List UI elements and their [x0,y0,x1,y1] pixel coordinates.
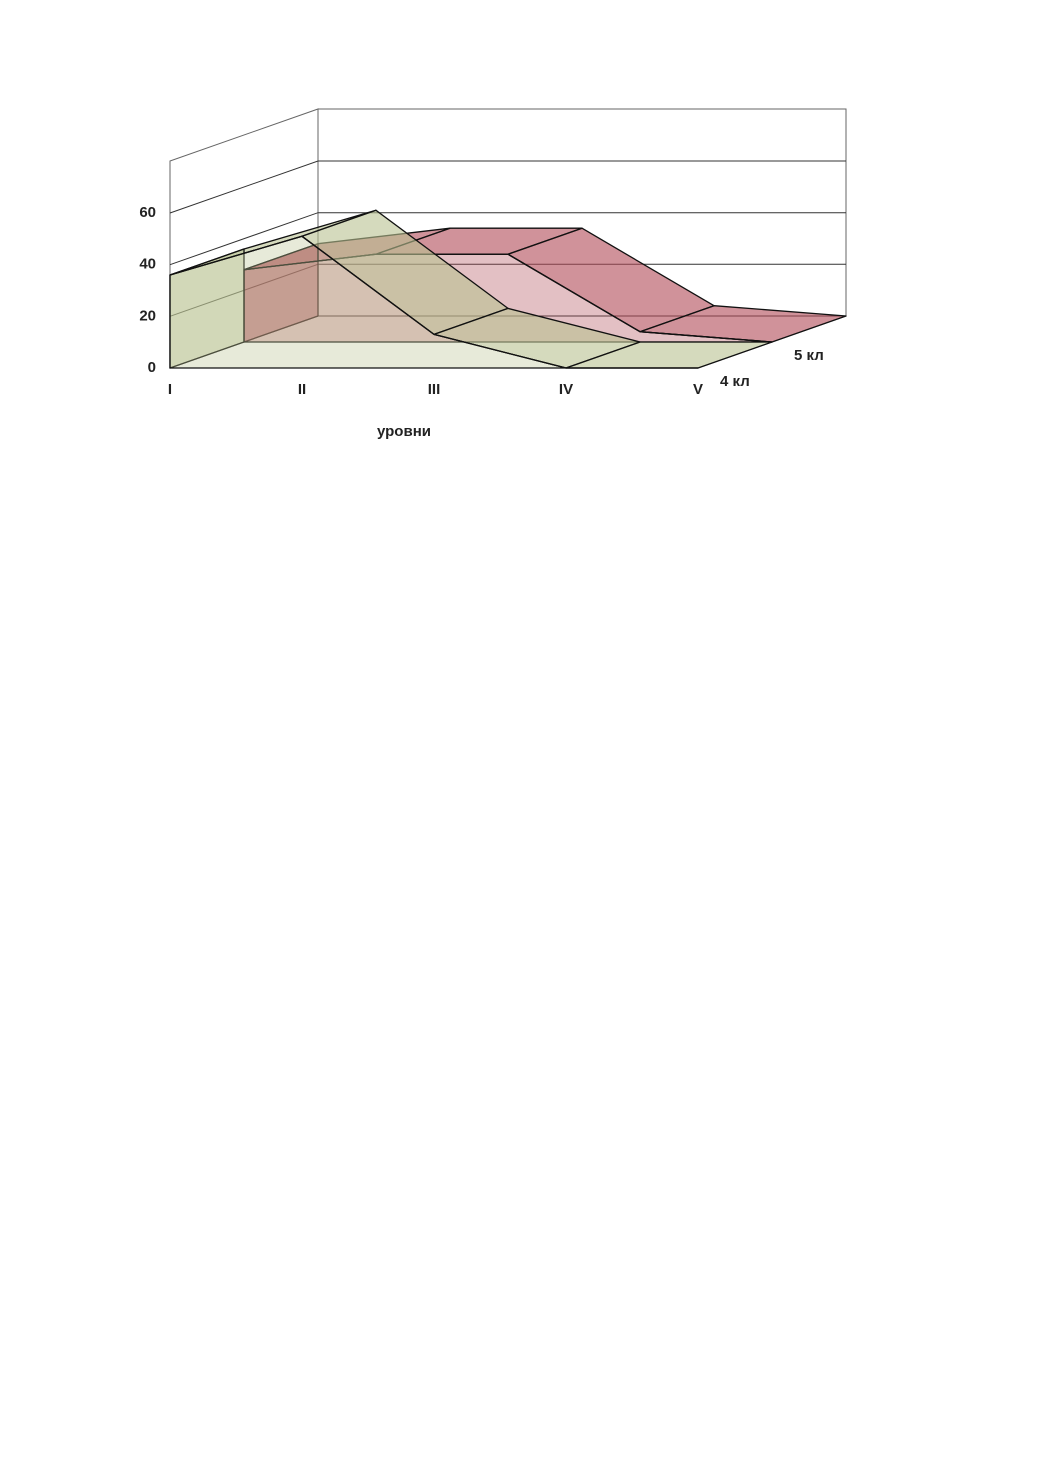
x-tick-label: II [298,381,306,398]
x-tick-label: IV [559,381,573,398]
series-label: 5 кл [794,347,824,364]
y-tick-label: 20 [139,307,156,324]
series-label: 4 кл [720,373,750,390]
x-axis-title: уровни [377,423,431,440]
x-tick-label: I [168,381,172,398]
grid-line [169,212,846,266]
y-tick-label: 0 [148,359,156,376]
x-tick-label: III [428,381,441,398]
area-front-edge [169,235,698,369]
x-tick-label: V [693,381,703,398]
y-tick-label: 60 [139,204,156,221]
series: 4 кл [169,209,773,390]
y-tick-label: 40 [139,256,156,273]
grid-line [169,160,846,214]
